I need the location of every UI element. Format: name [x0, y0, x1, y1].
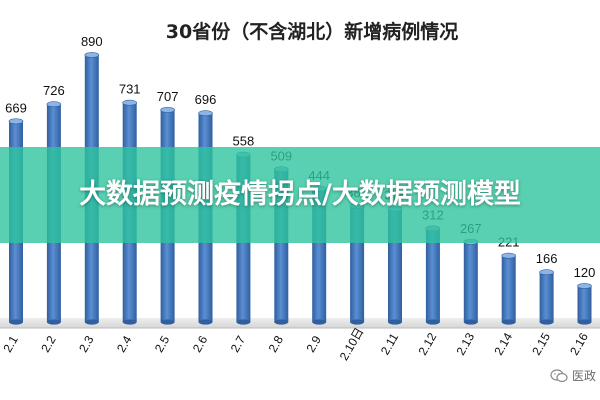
- bar-bottom-cap: [198, 319, 213, 325]
- x-tick-labels-group: 2.1 2.2 2.3 2.4 2.5 2.6 2.7 2.8 2.9 2.10日 2.11 2.12…: [0, 325, 591, 363]
- value-label: 707: [157, 89, 179, 104]
- bar: [501, 252, 517, 325]
- value-label: 166: [536, 251, 558, 266]
- bar-bottom-cap: [350, 319, 365, 325]
- bar-bottom-cap: [501, 319, 516, 325]
- bar-bottom-cap: [539, 319, 554, 325]
- bar-body: [577, 286, 592, 322]
- bar: [463, 238, 479, 325]
- bar-top-cap: [46, 101, 62, 108]
- bar-top-cap: [198, 110, 213, 117]
- x-tick-label: 2.12: [416, 330, 440, 358]
- banner-text: 大数据预测疫情拐点/大数据预测模型: [79, 179, 521, 210]
- bar-top-cap: [539, 269, 554, 276]
- bar-bottom-cap: [46, 319, 61, 325]
- bar-bottom-cap: [9, 319, 23, 325]
- x-tick-label: 2.1: [0, 333, 21, 355]
- bar-top-cap: [501, 252, 517, 259]
- bar-body: [539, 272, 554, 322]
- bar-top-cap: [8, 118, 24, 125]
- bar-bottom-cap: [388, 319, 402, 325]
- bar-top-cap: [122, 99, 137, 106]
- x-tick-label: 2.15: [529, 330, 553, 358]
- bar-bottom-cap: [463, 319, 478, 325]
- bar-bottom-cap: [84, 319, 99, 325]
- bar-bottom-cap: [274, 319, 289, 325]
- bar-bottom-cap: [122, 319, 137, 325]
- bar-top-cap: [577, 283, 592, 289]
- value-label: 120: [574, 265, 596, 280]
- bar-bottom-cap: [312, 319, 327, 325]
- bar: [539, 269, 554, 325]
- watermark: 医政: [550, 367, 596, 384]
- bar-top-cap: [160, 107, 175, 113]
- value-label: 890: [81, 34, 103, 49]
- value-label: 669: [5, 100, 27, 115]
- bar-bottom-cap: [425, 319, 440, 325]
- bar-bottom-cap: [160, 319, 175, 325]
- value-label: 726: [43, 83, 65, 98]
- overlay-banner: 大数据预测疫情拐点/大数据预测模型: [0, 147, 600, 243]
- x-tick-label: 2.5: [152, 333, 173, 355]
- bar: [577, 283, 592, 325]
- watermark-text: 医政: [571, 369, 596, 383]
- x-tick-label: 2.10日: [337, 325, 367, 363]
- x-tick-label: 2.3: [76, 333, 97, 355]
- bar-top-cap: [84, 52, 100, 58]
- x-tick-label: 2.7: [228, 333, 249, 355]
- wechat-icon: [550, 368, 568, 382]
- bar-body: [425, 228, 440, 322]
- chart-floor: [0, 318, 600, 329]
- x-tick-label: 2.6: [190, 333, 211, 355]
- x-tick-label: 2.9: [304, 333, 325, 355]
- value-label: 731: [119, 82, 141, 97]
- bar-bottom-cap: [236, 319, 251, 325]
- x-tick-label: 2.13: [453, 330, 477, 358]
- floor-plane: [0, 318, 600, 328]
- bar-bottom-cap: [577, 319, 592, 325]
- chart-title: 30省份（不含湖北）新增病例情况: [166, 20, 458, 43]
- value-label: 558: [233, 134, 255, 149]
- bar-body: [463, 241, 478, 322]
- value-label: 696: [195, 92, 217, 107]
- x-tick-label: 2.2: [38, 333, 59, 355]
- x-tick-label: 2.16: [567, 330, 591, 358]
- x-tick-label: 2.11: [378, 330, 402, 357]
- bar-body: [501, 255, 516, 322]
- x-tick-label: 2.8: [266, 333, 287, 355]
- x-tick-label: 2.14: [491, 330, 515, 358]
- x-tick-label: 2.4: [114, 333, 135, 355]
